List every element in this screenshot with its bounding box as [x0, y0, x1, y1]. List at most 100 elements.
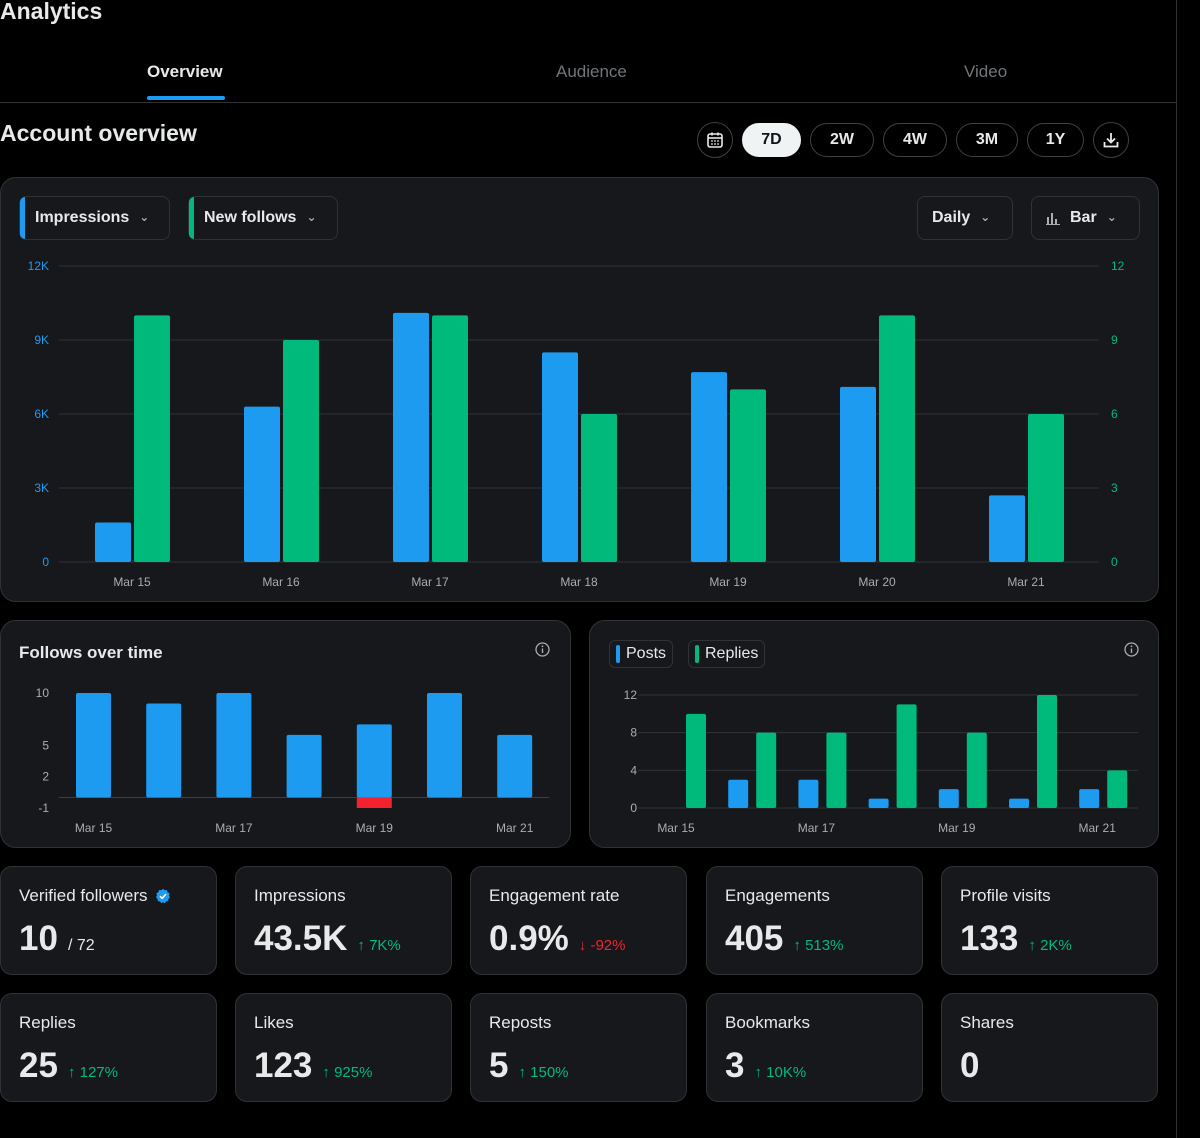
main-bar-chart: 0 3K 6K 9K 12K 0 3 6 9 12 Mar 15 Mar 16 Mar 17 Mar 18…	[28, 259, 1125, 589]
legend-replies-label: Replies	[705, 645, 759, 662]
stat-card-likes[interactable]: Likes 123 ↑ 925%	[235, 993, 452, 1102]
main-chart-panel: Impressions ⌄ New follows ⌄ Daily ⌄ Bar …	[0, 177, 1159, 602]
stat-label-wrap: Verified followers	[19, 886, 171, 906]
stat-sub: / 72	[67, 937, 95, 954]
stat-delta: ↑ 513%	[793, 937, 844, 954]
stat-card-profile-visits[interactable]: Profile visits 133 ↑ 2K%	[941, 866, 1158, 975]
stat-label: Profile visits	[960, 886, 1051, 905]
tab-bar: Overview Audience Video	[0, 52, 1176, 103]
stat-card-verified-followers[interactable]: Verified followers 10 / 72	[0, 866, 217, 975]
stat-value: 123	[254, 1046, 313, 1085]
y-right-tick-label: 12	[1111, 259, 1125, 273]
metric1-dropdown[interactable]: Impressions ⌄	[19, 196, 170, 240]
follows-bar	[356, 724, 392, 798]
stat-label: Bookmarks	[725, 1013, 811, 1032]
stat-delta: ↑ 7K%	[357, 937, 401, 954]
follows-over-time-panel: Follows over time -1 2 5 10 Mar 15 Mar 17 Mar …	[0, 620, 571, 848]
y-tick-label: -1	[38, 801, 49, 815]
x-tick-label: Mar 16	[262, 575, 300, 589]
stat-card-reposts[interactable]: Reposts 5 ↑ 150%	[470, 993, 687, 1102]
y-tick-label: 5	[42, 738, 49, 752]
tab-overview[interactable]: Overview	[147, 62, 223, 81]
new-follows-bar	[432, 315, 468, 562]
impressions-bar	[989, 495, 1025, 562]
x-tick-label: Mar 19	[709, 575, 747, 589]
info-icon[interactable]	[1124, 642, 1139, 657]
impressions-bar	[393, 312, 429, 562]
stat-label: Shares	[960, 1013, 1014, 1032]
range-4w-button[interactable]: 4W	[883, 123, 947, 157]
stat-value: 25	[19, 1046, 58, 1085]
tab-audience[interactable]: Audience	[556, 62, 627, 81]
granularity-label: Daily	[932, 209, 971, 226]
x-tick-label: Mar 19	[938, 821, 976, 835]
stat-card-replies[interactable]: Replies 25 ↑ 127%	[0, 993, 217, 1102]
impressions-bar	[691, 372, 727, 562]
stat-card-bookmarks[interactable]: Bookmarks 3 ↑ 10K%	[706, 993, 923, 1102]
stat-value-wrap: 10 / 72	[19, 919, 95, 959]
stat-value-wrap: 25 ↑ 127%	[19, 1046, 118, 1086]
stat-card-shares[interactable]: Shares 0	[941, 993, 1158, 1102]
verified-badge-icon	[155, 888, 170, 904]
stat-value: 10	[19, 919, 58, 958]
stat-value: 3	[725, 1046, 745, 1085]
follows-bar	[427, 693, 462, 798]
follows-bar	[497, 734, 533, 798]
granularity-dropdown[interactable]: Daily ⌄	[917, 196, 1013, 240]
stat-value-wrap: 123 ↑ 925%	[254, 1046, 372, 1086]
replies-color-swatch	[695, 645, 699, 663]
legend-replies[interactable]: Replies	[688, 640, 766, 668]
follows-color-stripe	[189, 197, 194, 239]
stat-value: 43.5K	[254, 919, 348, 958]
stat-card-impressions[interactable]: Impressions 43.5K ↑ 7K%	[235, 866, 452, 975]
y-right-tick-label: 0	[1111, 555, 1118, 569]
range-3m-button[interactable]: 3M	[956, 123, 1018, 157]
new-follows-bar	[1028, 414, 1064, 562]
x-tick-label: Mar 21	[1079, 821, 1117, 835]
range-2w-button[interactable]: 2W	[810, 123, 874, 157]
range-7d-button[interactable]: 7D	[742, 123, 801, 157]
x-tick-label: Mar 20	[858, 575, 896, 589]
stat-value-wrap: 0.9% ↓ -92%	[489, 919, 625, 959]
stat-value: 0	[960, 1046, 980, 1085]
stat-label: Reposts	[489, 1013, 552, 1032]
y-tick-label: 2	[42, 770, 49, 784]
y-left-tick-label: 9K	[34, 333, 49, 347]
y-left-tick-label: 12K	[28, 259, 49, 273]
impressions-bar	[244, 406, 280, 562]
stat-label: Replies	[19, 1013, 76, 1032]
stat-value-wrap: 3 ↑ 10K%	[725, 1046, 806, 1086]
active-tab-indicator	[147, 96, 225, 100]
posts-bar	[798, 779, 819, 808]
x-tick-label: Mar 21	[496, 821, 534, 835]
section-title: Account overview	[0, 120, 197, 146]
stat-card-engagement-rate[interactable]: Engagement rate 0.9% ↓ -92%	[470, 866, 687, 975]
tab-video[interactable]: Video	[964, 62, 1008, 81]
date-range-selector: 7D 2W 4W 3M 1Y	[697, 122, 1129, 158]
follows-panel-title: Follows over time	[19, 643, 163, 662]
follows-bar	[216, 693, 252, 798]
legend-posts[interactable]: Posts	[609, 640, 674, 668]
stat-card-engagements[interactable]: Engagements 405 ↑ 513%	[706, 866, 923, 975]
stat-value: 133	[960, 919, 1019, 958]
download-button[interactable]	[1093, 122, 1129, 158]
chevron-down-icon: ⌄	[306, 210, 317, 224]
info-icon[interactable]	[535, 642, 550, 657]
stat-delta: ↓ -92%	[578, 937, 626, 954]
y-tick-label: 12	[624, 688, 638, 702]
y-right-tick-label: 9	[1111, 333, 1118, 347]
page-title: Analytics	[0, 0, 103, 24]
y-right-tick-label: 3	[1111, 481, 1118, 495]
metric2-dropdown[interactable]: New follows ⌄	[188, 196, 338, 240]
posts-bar	[1009, 798, 1029, 808]
stat-value: 5	[489, 1046, 509, 1085]
metric2-label: New follows	[204, 209, 297, 226]
chart-type-dropdown[interactable]: Bar ⌄	[1031, 196, 1140, 240]
follows-bar	[146, 703, 182, 798]
range-1y-button[interactable]: 1Y	[1027, 123, 1084, 157]
impressions-bar	[542, 352, 578, 562]
download-icon	[1103, 133, 1119, 148]
calendar-button[interactable]	[697, 122, 733, 158]
stat-label: Verified followers	[19, 886, 148, 905]
